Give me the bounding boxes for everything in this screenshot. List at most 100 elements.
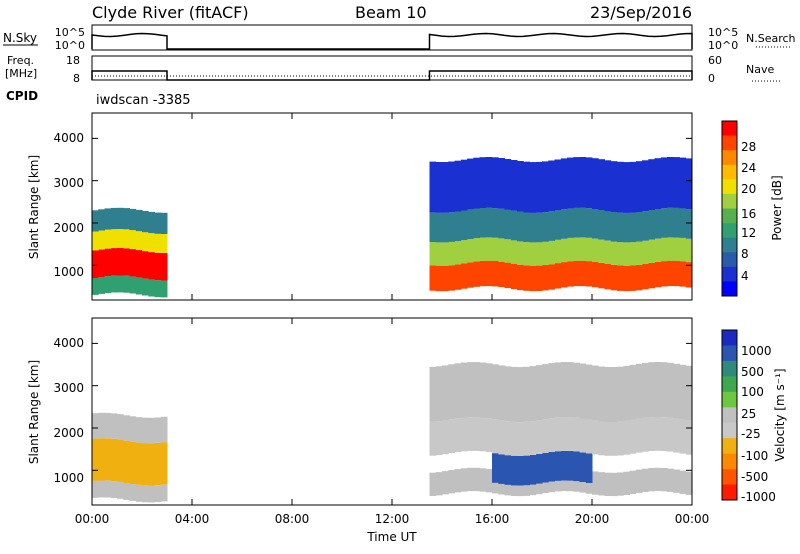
power-cell-186 — [504, 159, 512, 210]
power-cell-43 — [135, 277, 143, 295]
velocity-cell-141 — [460, 362, 468, 418]
velocity-cell-161 — [585, 364, 593, 420]
velocity-cell-177 — [685, 365, 693, 421]
power-cell-134 — [442, 212, 449, 243]
power-cell-154 — [567, 208, 574, 238]
velocity-cell-154 — [542, 364, 549, 420]
xtick-label-0: 00:00 — [75, 512, 110, 526]
power-cell-81 — [635, 264, 643, 291]
power-cell-51 — [448, 265, 455, 291]
freq-tick-low: 8 — [73, 72, 80, 85]
power-colorbar-tick-6: 4 — [741, 269, 749, 283]
cpid-value: iwdscan -3385 — [96, 93, 191, 108]
velocity-cell-85 — [535, 454, 543, 484]
power-colorbar-swatch-2 — [722, 150, 737, 166]
power-cell-196 — [567, 157, 574, 209]
velocity-cell-3 — [110, 438, 118, 482]
velocity-cell-2 — [104, 438, 112, 481]
velocity-cell-121 — [598, 421, 605, 456]
power-cell-151 — [548, 211, 555, 241]
power-cell-137 — [460, 210, 468, 241]
power-cell-24 — [92, 210, 99, 232]
nsky-tick-high-left: 10^5 — [55, 26, 85, 39]
velocity-cell-101 — [473, 417, 480, 451]
power-cell-91 — [435, 242, 443, 266]
nsky-strip-frame — [91, 24, 693, 51]
power-colorbar-tick-1: 24 — [741, 161, 756, 175]
velocity-cell-8 — [142, 443, 149, 486]
power-cell-135 — [448, 212, 455, 242]
power-cell-23 — [160, 234, 168, 253]
velocity-cell-96 — [442, 420, 449, 455]
velocity-cell-11 — [160, 442, 168, 485]
velocity-cell-129 — [648, 417, 655, 451]
power-cell-54 — [467, 262, 474, 288]
velocity-colorbar-tick-2: 100 — [741, 385, 764, 399]
power-cell-95 — [460, 240, 468, 264]
power-cell-140 — [479, 207, 487, 238]
velocity-cell-100 — [467, 417, 474, 451]
power-cell-188 — [517, 161, 524, 212]
velocity-cell-104 — [492, 419, 499, 454]
power-cell-168 — [654, 209, 662, 239]
velocity-cell-21 — [148, 417, 155, 444]
velocity-cell-10 — [154, 442, 162, 486]
velocity-cell-15 — [110, 413, 118, 439]
velocity-colorbar-tick-3: 25 — [741, 407, 756, 421]
velocity-cell-75 — [673, 469, 680, 493]
velocity-cell-123 — [610, 422, 618, 456]
velocity-colorbar-tick-1: 500 — [741, 365, 764, 379]
power-cell-93 — [448, 241, 455, 266]
velocity-colorbar-tick-5: -100 — [741, 449, 768, 463]
velocity-cell-93 — [585, 453, 593, 483]
velocity-cell-153 — [535, 365, 543, 421]
power-colorbar — [722, 121, 737, 297]
power-cell-10 — [154, 252, 162, 281]
power-cell-202 — [604, 160, 612, 212]
velocity-cell-67 — [623, 471, 630, 495]
power-colorbar-swatch-0 — [722, 121, 737, 136]
power-cell-212 — [667, 157, 674, 208]
power-cell-207 — [635, 161, 643, 212]
velocity-cell-111 — [535, 420, 543, 454]
power-colorbar-tick-3: 16 — [741, 207, 756, 221]
velocity-cell-126 — [629, 419, 637, 454]
power-cell-157 — [585, 208, 593, 238]
velocity-cell-135 — [685, 420, 693, 455]
velocity-cell-78 — [492, 453, 499, 483]
nsky-tick-low-left: 10^0 — [55, 39, 85, 52]
velocity-cell-166 — [617, 366, 624, 422]
power-cell-9 — [148, 252, 155, 280]
power-ytick-label-3: 4000 — [53, 131, 84, 145]
power-cell-47 — [160, 280, 168, 298]
velocity-cell-27 — [110, 481, 118, 498]
velocity-cell-90 — [567, 451, 574, 481]
power-cell-198 — [579, 157, 587, 208]
velocity-cell-20 — [142, 417, 149, 444]
velocity-cell-40 — [454, 469, 462, 493]
power-cell-104 — [517, 241, 524, 265]
nave-label: Nave — [746, 63, 774, 76]
power-cell-1 — [98, 249, 105, 277]
power-cell-20 — [142, 232, 149, 252]
power-cell-160 — [604, 211, 612, 241]
power-cell-112 — [567, 238, 574, 262]
velocity-cell-174 — [667, 362, 674, 418]
velocity-ytick-label-0: 1000 — [53, 471, 84, 485]
velocity-cell-146 — [492, 364, 499, 420]
power-cell-139 — [473, 208, 480, 239]
power-colorbar-frame — [721, 120, 738, 297]
power-cell-22 — [154, 233, 162, 253]
power-cell-97 — [473, 238, 480, 262]
velocity-cell-167 — [623, 365, 630, 421]
velocity-cell-41 — [460, 468, 468, 492]
power-cell-155 — [573, 207, 580, 238]
velocity-cell-43 — [473, 467, 480, 492]
velocity-cell-128 — [642, 417, 649, 452]
power-cell-25 — [98, 209, 105, 231]
power-cell-130 — [679, 237, 687, 262]
power-cell-183 — [485, 157, 493, 208]
power-colorbar-swatch-3 — [722, 164, 737, 180]
power-cell-67 — [548, 264, 555, 290]
power-cell-152 — [554, 210, 562, 240]
